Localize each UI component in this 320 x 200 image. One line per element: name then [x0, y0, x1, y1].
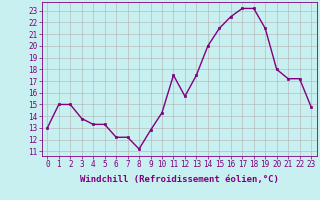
X-axis label: Windchill (Refroidissement éolien,°C): Windchill (Refroidissement éolien,°C): [80, 175, 279, 184]
